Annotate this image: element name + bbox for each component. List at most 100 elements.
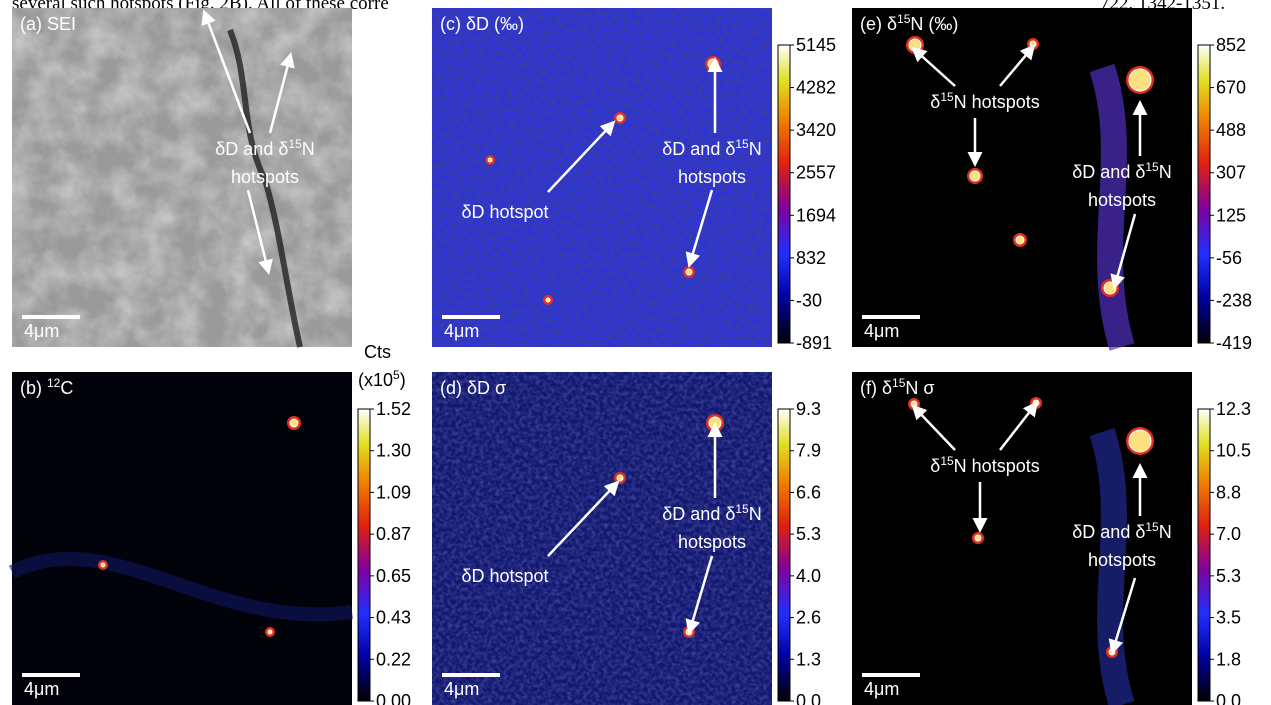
annotation-part: 15: [1145, 160, 1159, 174]
colorbar: [1198, 409, 1210, 701]
hotspot-core: [268, 630, 272, 634]
annotation-line2: hotspots: [231, 167, 299, 187]
colorbar: [358, 409, 370, 701]
colorbar-tick-label: -30: [796, 290, 822, 310]
page: {"caption_fragment": "several such hotsp…: [0, 0, 1271, 705]
colorbar-tick-label: 0.43: [376, 608, 411, 628]
colorbar-tick-label: 307: [1216, 163, 1246, 183]
annotation-part: 15: [1145, 520, 1159, 534]
colorbar: [778, 409, 790, 701]
figure: several such hotspots (Fig. 2B). All of …: [0, 0, 1271, 705]
panel-label-part: (b): [20, 378, 47, 398]
scale-bar: [22, 673, 80, 677]
colorbar-tick-label: 1694: [796, 205, 836, 225]
colorbar-tick-label: 7.9: [796, 441, 821, 461]
scale-bar: [862, 315, 920, 319]
annotation-part: N: [1159, 522, 1172, 542]
colorbar-unit-part: (x10: [358, 370, 393, 390]
annotation-part: δD hotspot: [461, 202, 548, 222]
colorbar-tick-label: 3.5: [1216, 608, 1241, 628]
colorbar-tick-label: -56: [1216, 248, 1242, 268]
scale-bar-label: 4μm: [444, 321, 479, 341]
hotspot-core: [101, 563, 105, 567]
panel-label-part: N σ: [905, 378, 934, 398]
annotation-line2: hotspots: [1088, 190, 1156, 210]
panel-image: [12, 372, 352, 705]
panel-label: (c) δD (‰): [440, 14, 524, 34]
colorbar-tick-label: 12.3: [1216, 399, 1251, 419]
colorbar-tick-label: 0.87: [376, 524, 411, 544]
panel-label: (d) δD σ: [440, 378, 506, 398]
scale-bar-label: 4μm: [444, 679, 479, 699]
hotspot-core: [1016, 236, 1024, 244]
annotation-line2: hotspots: [1088, 550, 1156, 570]
colorbar-tick-label: 3420: [796, 120, 836, 140]
colorbar-tick-label: 0.22: [376, 649, 411, 669]
scale-bar-label: 4μm: [864, 679, 899, 699]
colorbar-tick-label: 1.3: [796, 649, 821, 669]
colorbar-tick-label: 0.0: [796, 691, 821, 705]
scale-bar-label: 4μm: [24, 321, 59, 341]
panel-label: (a) SEI: [20, 14, 76, 34]
colorbar-tick-label: 5145: [796, 35, 836, 55]
colorbar-tick-label: 125: [1216, 205, 1246, 225]
panel-label-part: N (‰): [910, 14, 958, 34]
colorbar-tick-label: 488: [1216, 120, 1246, 140]
annotation-part: δD and δ: [1072, 162, 1145, 182]
annotation-part: N hotspots: [954, 456, 1040, 476]
colorbar-tick-label: 1.8: [1216, 649, 1241, 669]
colorbar-tick-label: 10.5: [1216, 441, 1251, 461]
panel-label-part: (f) δ: [860, 378, 892, 398]
panel-label-part: 15: [892, 376, 906, 390]
scale-bar: [442, 673, 500, 677]
colorbar-tick-label: 5.3: [1216, 566, 1241, 586]
colorbar-tick-label: 2557: [796, 163, 836, 183]
colorbar-tick-label: 8.8: [1216, 482, 1241, 502]
annotation-part: δ: [930, 92, 940, 112]
hotspot-core: [911, 401, 917, 407]
hotspot-core: [1129, 430, 1151, 452]
annotation-part: δD and δ: [662, 504, 735, 524]
hotspot-core: [617, 115, 623, 121]
colorbar-title: Cts: [364, 342, 391, 362]
hotspot-core: [686, 269, 692, 275]
colorbar: [778, 45, 790, 343]
hotspot-core: [970, 171, 980, 181]
annotation-part: N hotspots: [954, 92, 1040, 112]
colorbar-tick-label: 9.3: [796, 399, 821, 419]
annotation-line2: hotspots: [678, 167, 746, 187]
colorbar-tick-label: 1.09: [376, 482, 411, 502]
annotation-part: N: [1159, 162, 1172, 182]
annotation-part: N: [749, 504, 762, 524]
panel-label-part: C: [60, 378, 73, 398]
scale-bar: [22, 315, 80, 319]
hotspot-core: [975, 535, 981, 541]
annotation-part: 15: [288, 137, 302, 151]
colorbar-tick-label: 7.0: [1216, 524, 1241, 544]
hotspot-core: [909, 39, 921, 51]
panel-label-part: (c) δD (‰): [440, 14, 524, 34]
colorbar-tick-label: 4282: [796, 78, 836, 98]
hotspot-core: [1030, 41, 1036, 47]
panel-texture: [12, 8, 352, 347]
colorbar-tick-label: 6.6: [796, 482, 821, 502]
panel-label-part: 12: [47, 376, 61, 390]
colorbar-tick-label: -891: [796, 333, 832, 353]
hotspot-core: [617, 475, 623, 481]
panel-label-part: (a) SEI: [20, 14, 76, 34]
colorbar: [1198, 45, 1210, 343]
colorbar-unit-part: ): [400, 370, 406, 390]
colorbar-tick-label: 1.30: [376, 441, 411, 461]
annotation-part: δD and δ: [662, 139, 735, 159]
scale-bar-label: 4μm: [24, 679, 59, 699]
scale-bar: [442, 315, 500, 319]
hotspot-core: [708, 59, 718, 69]
hotspot-core: [290, 419, 298, 427]
annotation-part: N: [749, 139, 762, 159]
hotspot-core: [546, 298, 550, 302]
panel-label-part: (d) δD σ: [440, 378, 506, 398]
colorbar-tick-label: 0.0: [1216, 691, 1241, 705]
hotspot-core: [488, 158, 492, 162]
colorbar-tick-label: 4.0: [796, 566, 821, 586]
hotspot-core: [1129, 69, 1151, 91]
